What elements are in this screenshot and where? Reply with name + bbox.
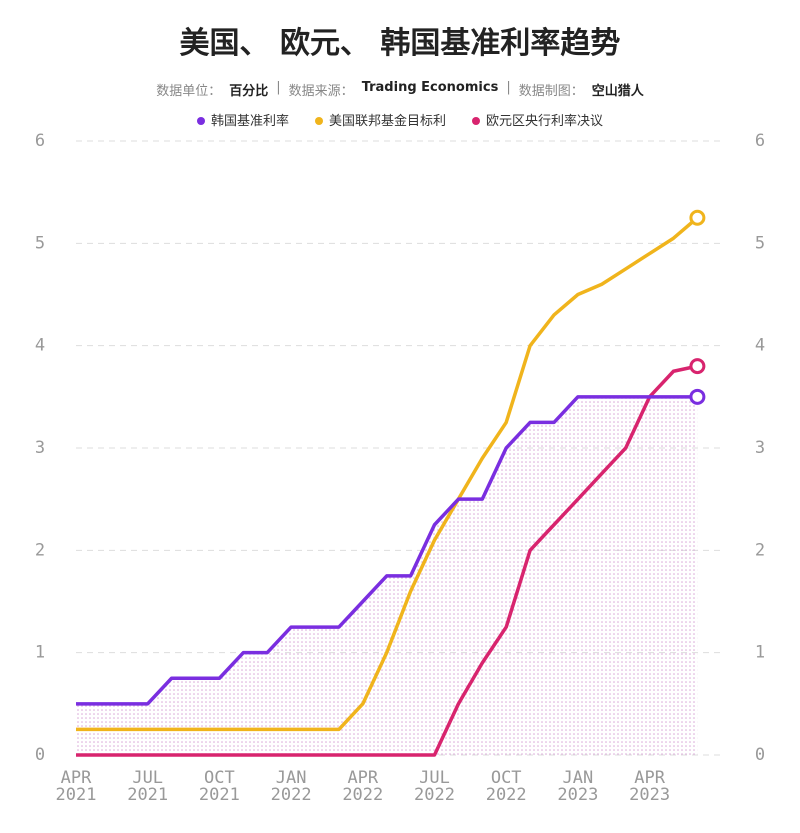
y2-tick-label: 6: [755, 131, 765, 151]
subtitle-label: 数据来源：: [288, 84, 354, 99]
separator: |: [276, 80, 281, 95]
subtitle-value: 百分比: [229, 84, 269, 99]
x-tick-label: APR 2022: [342, 768, 384, 805]
subtitle-label: 数据单位：: [156, 84, 222, 99]
y-tick-label: 3: [35, 438, 45, 458]
x-tick-label: APR 2021: [55, 768, 97, 805]
y2-tick-label: 4: [755, 336, 765, 356]
y-tick-label: 6: [35, 131, 45, 151]
y2-tick-label: 2: [755, 540, 765, 560]
subtitle-label: 数据制图：: [518, 84, 584, 99]
y2-tick-label: 1: [755, 643, 765, 663]
y-tick-label: 0: [35, 745, 45, 765]
end-marker: [689, 209, 706, 226]
x-tick-label: JAN 2022: [270, 768, 312, 805]
separator: |: [506, 80, 511, 95]
subtitle-value: Trading Economics: [361, 80, 499, 95]
legend-item: 美国联邦基金目标利: [314, 110, 446, 129]
series-line: [76, 216, 699, 732]
y2-tick-label: 0: [755, 745, 765, 765]
y-tick-label: 2: [35, 540, 45, 560]
legend-label: 美国联邦基金目标利: [328, 114, 446, 129]
x-tick-label: OCT 2022: [485, 768, 527, 805]
legend: 韩国基准利率 美国联邦基金目标利 欧元区央行利率决议: [0, 110, 800, 129]
legend-marker: [196, 117, 205, 125]
legend-item: 欧元区央行利率决议: [472, 110, 603, 129]
y-tick-label: 5: [35, 233, 45, 253]
end-marker: [689, 358, 706, 375]
series-line: [76, 395, 698, 706]
legend-label: 韩国基准利率: [210, 114, 289, 129]
subtitle-value: 空山猎人: [591, 84, 644, 99]
x-tick-label: APR 2023: [629, 768, 671, 805]
legend-marker: [472, 117, 480, 125]
legend-label: 欧元区央行利率决议: [486, 114, 604, 129]
y2-tick-label: 3: [755, 438, 765, 458]
y-tick-label: 4: [35, 336, 45, 356]
legend-item: 韩国基准利率: [196, 110, 289, 129]
x-tick-label: OCT 2021: [198, 768, 240, 805]
x-tick-label: JAN 2023: [557, 768, 599, 805]
legend-marker: [314, 117, 323, 125]
subtitle: 数据单位： 百分比 | 数据来源： Trading Economics | 数据制图： 空山猎…: [0, 80, 800, 99]
y2-tick-label: 5: [755, 233, 765, 253]
x-tick-label: JUL 2022: [414, 768, 455, 805]
chart-title: 美国、 欧元、 韩国基准利率趋势: [179, 26, 621, 61]
y-tick-label: 1: [35, 643, 45, 663]
end-marker: [689, 388, 706, 405]
series-line: [76, 364, 698, 757]
x-tick-label: JUL 2021: [127, 768, 169, 805]
